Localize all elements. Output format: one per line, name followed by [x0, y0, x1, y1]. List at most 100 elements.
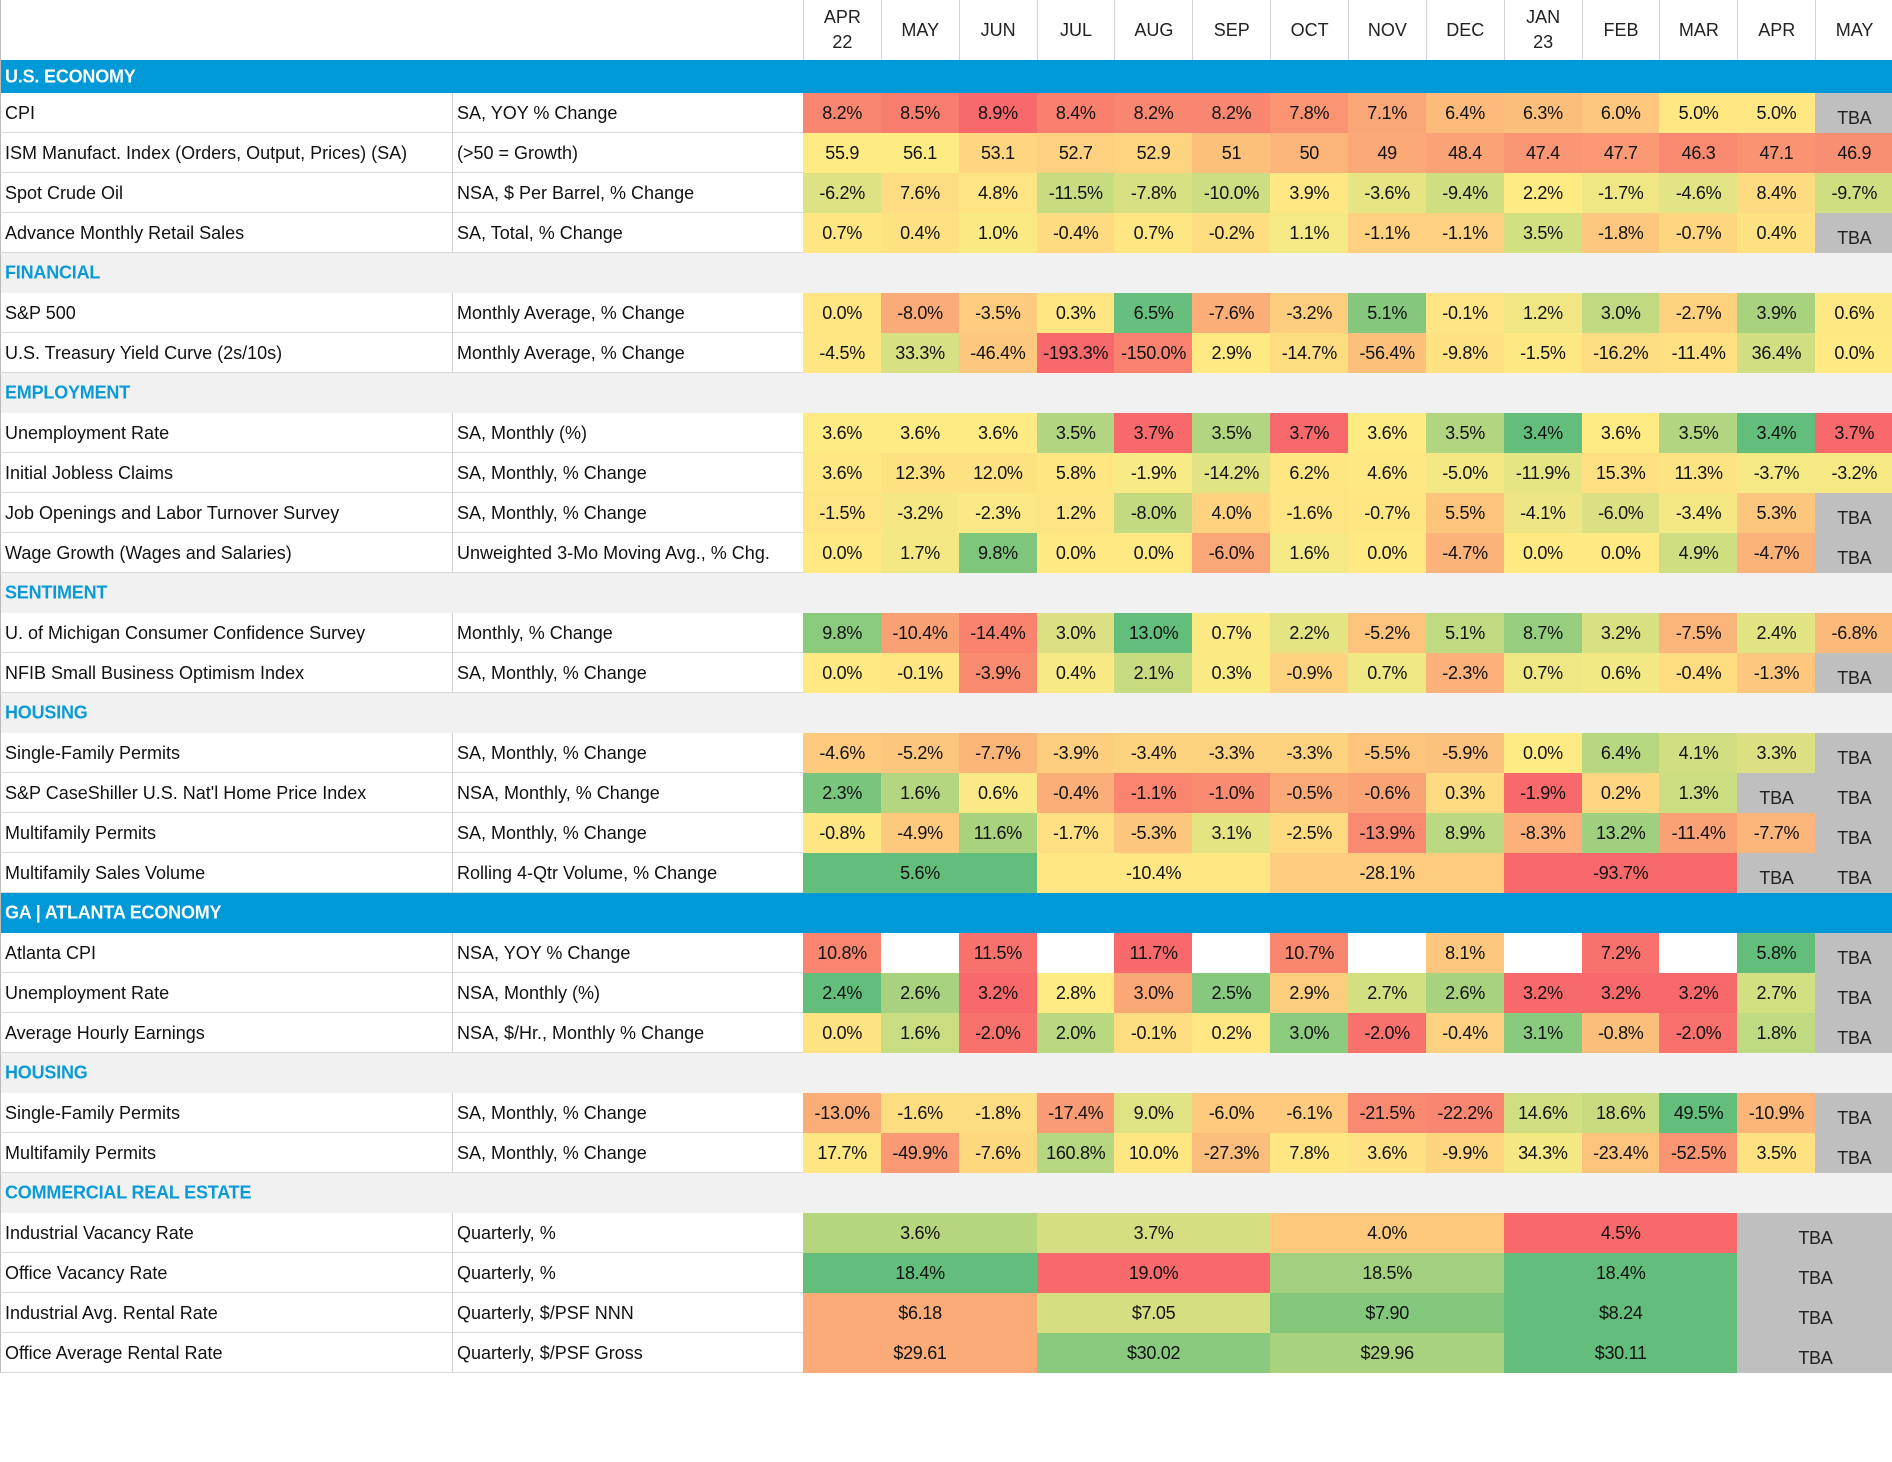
table-row: Unemployment Rate NSA, Monthly (%) 2.4% 2.6…	[0, 973, 1892, 1013]
value-cell: -13.0%	[803, 1093, 882, 1133]
indicator-description: SA, Monthly, % Change	[452, 813, 799, 853]
value-cell: -193.3%	[1036, 333, 1115, 373]
value-cell: 3.2%	[1581, 973, 1660, 1013]
value-cell: 18.5%	[1270, 1253, 1505, 1293]
value-cell: -1.9%	[1114, 453, 1193, 493]
value-cell: 0.7%	[1348, 653, 1427, 693]
value-cell: -1.6%	[1270, 493, 1349, 533]
value-cell: 5.0%	[1659, 93, 1738, 133]
value-cell: 3.7%	[1815, 413, 1892, 453]
tba-cell: TBA	[1815, 1093, 1892, 1133]
value-cell: 0.6%	[958, 773, 1038, 813]
value-cell: 0.3%	[1192, 653, 1271, 693]
value-cell: -3.6%	[1348, 173, 1427, 213]
value-cell: -14.2%	[1192, 453, 1271, 493]
value-cell: 8.4%	[1036, 93, 1115, 133]
section-title: SENTIMENT	[5, 582, 108, 603]
indicator-description: SA, Monthly, % Change	[452, 1133, 799, 1173]
indicator-description: NSA, Monthly (%)	[452, 973, 799, 1013]
value-cell: -4.9%	[880, 813, 960, 853]
value-cell: 2.6%	[1425, 973, 1505, 1013]
value-cell: -7.7%	[1737, 813, 1816, 853]
value-cell: 0.4%	[1737, 213, 1816, 253]
value-cell: 3.6%	[880, 413, 960, 453]
value-cell: 0.0%	[803, 1013, 882, 1053]
value-cell: -10.0%	[1192, 173, 1271, 213]
value-cell: 5.1%	[1348, 293, 1427, 333]
indicator-description: Unweighted 3-Mo Moving Avg., % Chg.	[452, 533, 799, 573]
value-cell: -3.4%	[1659, 493, 1738, 533]
indicator-description: NSA, $/Hr., Monthly % Change	[452, 1013, 799, 1053]
value-cell	[1192, 933, 1271, 973]
indicator-description: NSA, $ Per Barrel, % Change	[452, 173, 799, 213]
value-cell: 2.7%	[1348, 973, 1427, 1013]
indicator-label: S&P CaseShiller U.S. Nat'l Home Price In…	[5, 783, 367, 803]
value-cell: -4.5%	[803, 333, 882, 373]
subsection-header: HOUSING	[0, 693, 1892, 733]
value-cell: -9.4%	[1425, 173, 1505, 213]
value-cell: 3.9%	[1737, 293, 1816, 333]
table-row: S&P CaseShiller U.S. Nat'l Home Price In…	[0, 773, 1892, 813]
table-row: Multifamily Sales Volume Rolling 4-Qtr Vo…	[0, 853, 1892, 893]
month-header: APR	[1737, 0, 1815, 60]
value-cell: 5.8%	[1737, 933, 1816, 973]
value-cell: 1.2%	[1503, 293, 1583, 333]
value-cell: 11.5%	[958, 933, 1038, 973]
indicator-label: Multifamily Permits	[5, 1143, 157, 1163]
value-cell: 52.7	[1036, 133, 1115, 173]
value-cell: 1.3%	[1659, 773, 1738, 813]
value-cell: 4.6%	[1348, 453, 1427, 493]
indicator-description: Monthly, % Change	[452, 613, 799, 653]
value-cell: -6.1%	[1270, 1093, 1349, 1133]
table-row: Atlanta CPI NSA, YOY % Change 10.8% 11.5% 11…	[0, 933, 1892, 973]
indicator-description: SA, Monthly, % Change	[452, 733, 799, 773]
value-cell: 52.9	[1114, 133, 1193, 173]
value-cell: 0.0%	[1114, 533, 1193, 573]
value-cell: 5.6%	[803, 853, 1038, 893]
tba-cell: TBA	[1815, 773, 1892, 813]
value-cell: 3.4%	[1737, 413, 1816, 453]
month-header: NOV	[1348, 0, 1426, 60]
section-title: U.S. ECONOMY	[5, 66, 136, 86]
value-cell: 6.0%	[1581, 93, 1660, 133]
month-header: DEC	[1425, 0, 1504, 60]
value-cell: 6.4%	[1425, 93, 1505, 133]
indicator-label: Atlanta CPI	[5, 943, 97, 963]
value-cell: -3.2%	[1815, 453, 1892, 493]
indicator-label: Unemployment Rate	[5, 983, 170, 1003]
value-cell: -8.0%	[1114, 493, 1193, 533]
economic-dashboard-sheet: APR 22 MAY JUN JUL AUG SEP OCT NOV DEC JAN 23 FEB M…	[0, 0, 1892, 1373]
indicator-label: CPI	[5, 103, 36, 123]
value-cell: -0.1%	[1114, 1013, 1193, 1053]
value-cell: 34.3%	[1503, 1133, 1583, 1173]
value-cell: 17.7%	[803, 1133, 882, 1173]
value-cell: -3.4%	[1114, 733, 1193, 773]
value-cell: 3.1%	[1192, 813, 1271, 853]
table-row: Multifamily Permits SA, Monthly, % Change…	[0, 1133, 1892, 1173]
value-cell: -0.2%	[1192, 213, 1271, 253]
tba-cell: TBA	[1815, 213, 1892, 253]
value-cell: 12.0%	[958, 453, 1038, 493]
value-cell: -3.2%	[880, 493, 960, 533]
value-cell: 3.2%	[1659, 973, 1738, 1013]
value-cell: -6.8%	[1815, 613, 1892, 653]
value-cell: 0.0%	[1815, 333, 1892, 373]
value-cell: -56.4%	[1348, 333, 1427, 373]
value-cell: 18.4%	[803, 1253, 1038, 1293]
value-cell: 12.3%	[880, 453, 960, 493]
value-cell: -8.3%	[1503, 813, 1583, 853]
value-cell: 2.4%	[1737, 613, 1816, 653]
value-cell: 3.4%	[1503, 413, 1583, 453]
indicator-description: SA, Monthly (%)	[452, 413, 799, 453]
value-cell: -22.2%	[1425, 1093, 1505, 1133]
value-cell: 3.2%	[958, 973, 1038, 1013]
indicator-label: S&P 500	[5, 303, 76, 323]
value-cell: 8.2%	[803, 93, 882, 133]
value-cell: 0.3%	[1036, 293, 1115, 333]
value-cell: -4.6%	[803, 733, 882, 773]
tba-cell: TBA	[1815, 493, 1892, 533]
indicator-label: Multifamily Permits	[5, 823, 157, 843]
value-cell: 33.3%	[880, 333, 960, 373]
indicator-label: Office Vacancy Rate	[5, 1263, 168, 1283]
value-cell: -7.6%	[958, 1133, 1038, 1173]
